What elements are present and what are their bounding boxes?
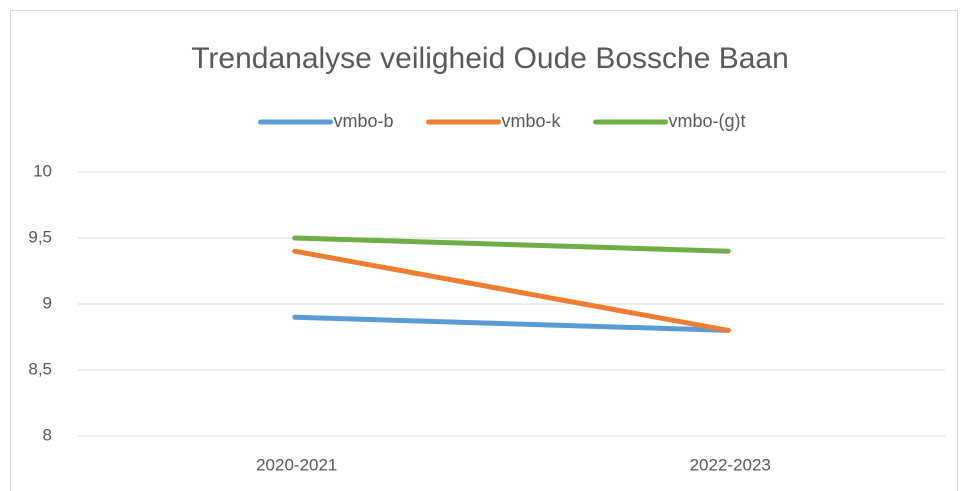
legend-label: vmbo-k [502,111,562,131]
y-tick-label: 8 [43,425,52,444]
series-line [292,248,731,333]
series-line [292,235,731,254]
series-line [292,314,731,333]
chart-border [10,10,958,491]
chart-title: Trendanalyse veiligheid Oude Bossche Baa… [191,42,789,75]
legend-label: vmbo-b [333,111,393,131]
legend-label: vmbo-(g)t [669,111,746,131]
x-tick-label: 2020-2021 [256,455,337,474]
x-tick-label: 2022-2023 [690,455,771,474]
y-tick-label: 9 [43,293,52,312]
y-tick-label: 8,5 [28,359,52,378]
y-tick-label: 10 [33,161,52,180]
y-tick-label: 9,5 [28,227,52,246]
